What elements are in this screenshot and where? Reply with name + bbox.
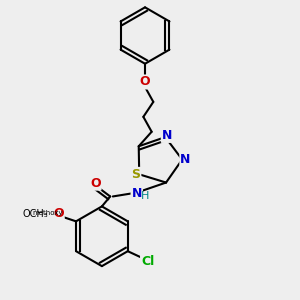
Text: H: H xyxy=(141,191,149,201)
Text: O: O xyxy=(90,177,101,190)
Text: N: N xyxy=(162,129,172,142)
Text: S: S xyxy=(131,168,140,181)
Text: N: N xyxy=(180,153,191,166)
Text: methoxy: methoxy xyxy=(32,210,62,216)
Text: N: N xyxy=(131,187,142,200)
Text: O: O xyxy=(140,76,150,88)
Text: Cl: Cl xyxy=(141,255,154,268)
Text: OCH₃: OCH₃ xyxy=(22,209,48,219)
Text: O: O xyxy=(53,206,64,220)
